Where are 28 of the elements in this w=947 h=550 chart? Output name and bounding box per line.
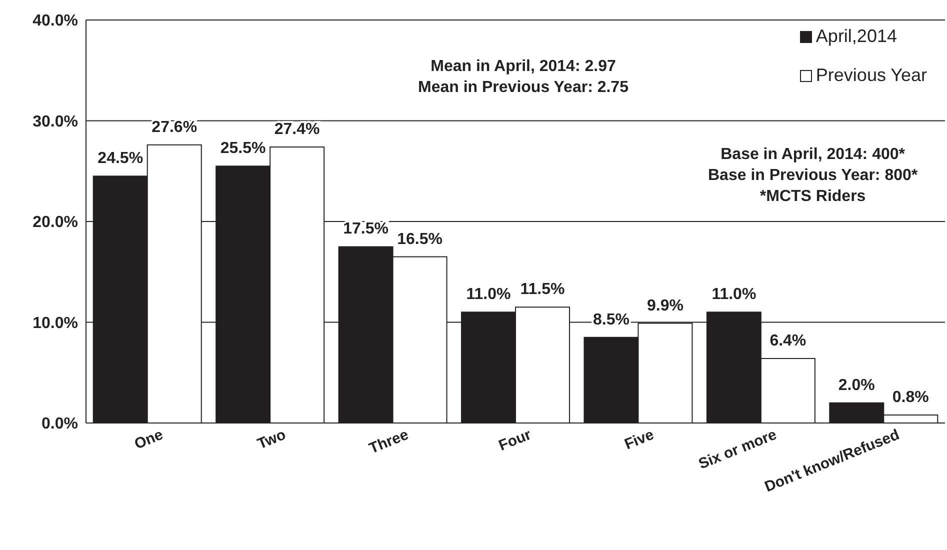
x-tick-label: Six or more [696,426,780,473]
y-tick-label: 0.0% [42,416,78,433]
data-label: 0.8% [892,388,929,406]
data-label: 11.0% [712,286,756,304]
x-tick-label: Two [255,426,288,453]
data-label: 9.9% [646,297,684,314]
data-label: 25.5% [220,140,266,158]
x-tick-label: Four [496,426,534,454]
x-tick-label: One [132,426,166,453]
legend-label: Previous Year [816,65,927,86]
legend-label: April,2014 [816,26,897,47]
x-tick-label: Three [366,426,411,458]
x-tick-label: Five [622,426,656,454]
data-label: 11.5% [520,281,565,298]
y-tick-label: 30.0% [32,113,78,130]
data-label: 27.4% [274,120,320,138]
y-tick-label: 10.0% [32,314,78,332]
data-label: 11.0% [466,286,511,304]
data-label: 16.5% [397,230,442,248]
data-label: 24.5% [98,150,144,168]
note: Mean in April, 2014: 2.97 Mean in Previous Year: 2.75 [418,57,628,98]
data-label: 6.4% [770,332,806,350]
y-tick-label: 40.0% [32,12,78,30]
data-label: 17.5% [343,220,388,238]
data-label: 2.0% [838,376,875,394]
note: Base in April, 2014: 400* Base in Previous Year: 800* *MCTS Riders [708,145,918,207]
data-label: 27.6% [152,118,198,136]
y-tick-label: 20.0% [32,214,78,232]
